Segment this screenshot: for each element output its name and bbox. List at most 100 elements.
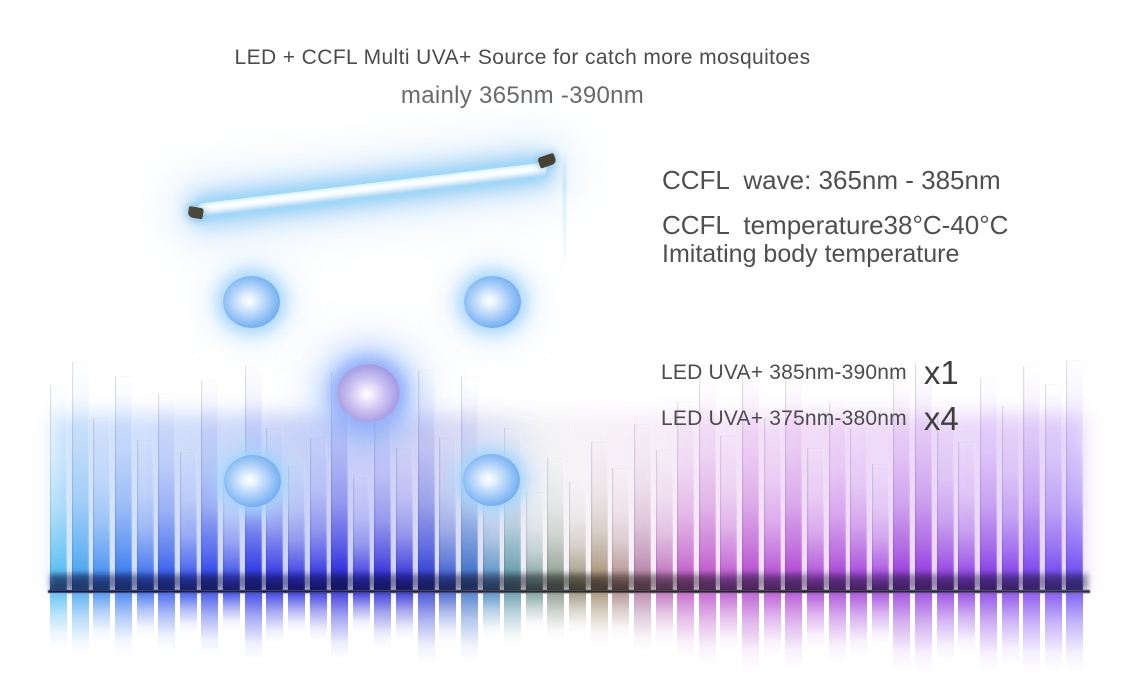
spectrum-bar-reflection (742, 593, 759, 671)
spectrum-bar (352, 478, 370, 590)
spectrum-bar-reflection (677, 593, 695, 659)
spectrum-bar (93, 418, 111, 590)
ccfl-tube-glass (196, 162, 548, 217)
ccfl-temperature-note: Imitating body temperature (662, 240, 960, 268)
headline: LED + CCFL Multi UVA+ Source for catch m… (0, 46, 1045, 110)
spectrum-bar (201, 380, 219, 590)
spectrum-bar (828, 402, 846, 590)
spectrum-bar (1023, 366, 1041, 590)
spectrum-bar-reflection (1001, 593, 1019, 665)
spectrum-bar-reflection (1044, 593, 1062, 672)
spectrum-bar (331, 372, 349, 590)
spectrum-bar-reflection (266, 593, 284, 643)
ccfl-wave-text: CCFL wave: 365nm - 385nm (662, 165, 1001, 195)
spectrum-bar (612, 468, 630, 590)
spectrum-bar-reflection (1023, 593, 1041, 673)
spectrum-bar (136, 440, 154, 590)
spectrum-bar-reflection (504, 593, 522, 648)
spectrum-bar (439, 438, 457, 590)
spectrum-bar-reflection (223, 593, 240, 630)
spectrum-bar-reflection (417, 593, 435, 663)
spectrum-bar-reflection (633, 593, 651, 652)
spectrum-bar-reflection (158, 593, 176, 650)
spectrum-bar (590, 442, 608, 590)
spectrum-bar (979, 378, 997, 590)
spectrum-bar (50, 385, 67, 590)
spectrum-bar (525, 492, 543, 590)
ccfl-tube-electrode-right (537, 152, 557, 169)
spectrum-bar-reflection (785, 593, 803, 669)
spectrum-bar-reflection (590, 593, 608, 646)
spectrum-bar (742, 366, 759, 590)
ccfl-temperature-text: CCFL temperature38°C-40°C (662, 210, 1009, 240)
spectrum-bar-reflection (439, 593, 457, 644)
spectrum-bar-reflection (331, 593, 349, 660)
spectrum-bar (655, 450, 673, 590)
led-count-2: x4 (923, 400, 959, 437)
spectrum-bar (785, 374, 803, 590)
spectrum-bar-reflection (352, 593, 370, 631)
spectrum-bar (1044, 384, 1062, 590)
spectrum-bar-reflection (763, 593, 781, 657)
spectrum-bar-reflection (698, 593, 716, 666)
led-row-1: LED UVA+ 385nm-390nm x1 (661, 350, 959, 396)
spectrum-bar-reflection (179, 593, 197, 634)
led-orb (462, 454, 520, 506)
led-annotation: LED UVA+ 385nm-390nm x1 LED UVA+ 375nm-3… (661, 350, 959, 442)
ccfl-annotation: CCFL wave: 365nm - 385nm CCFL temperatur… (662, 165, 1008, 268)
spectrum-bar (396, 448, 413, 590)
ccfl-tube (187, 152, 557, 220)
spectrum-visualization (48, 352, 1090, 673)
led-label-2: LED UVA+ 375nm-380nm (661, 407, 907, 430)
spectrum-bar (958, 442, 976, 590)
spectrum-bar (547, 458, 565, 590)
spectrum-bar-reflection (396, 593, 413, 640)
spectrum-bar-reflection (460, 593, 478, 662)
led-orb (336, 364, 400, 422)
spectrum-bar-reflection (655, 593, 673, 645)
spectrum-bar-reflection (309, 593, 327, 641)
spectrum-bar-reflection (201, 593, 219, 655)
page-title: LED + CCFL Multi UVA+ Source for catch m… (234, 46, 811, 69)
spectrum-bar (915, 362, 932, 590)
led-orb (223, 455, 281, 507)
tube-glow-streak (563, 150, 566, 268)
spectrum-bar (158, 394, 176, 590)
spectrum-bar (114, 376, 132, 590)
spectrum-bar-reflection (50, 593, 67, 650)
spectrum-bar (266, 428, 284, 590)
spectrum-bar (1066, 360, 1084, 590)
led-count-1: x1 (923, 354, 959, 391)
spectrum-bar-reflection (525, 593, 543, 631)
spectrum-bar-reflection (287, 593, 305, 633)
spectrum-bar (179, 452, 197, 590)
spectrum-bar (71, 362, 89, 590)
spectrum-bar-reflection (850, 593, 868, 656)
spectrum-bar-reflection (915, 593, 932, 673)
ccfl-tube-electrode-left (187, 206, 205, 220)
spectrum-bar-reflection (482, 593, 500, 638)
spectrum-bar-reflection (374, 593, 392, 648)
spectrum-bar-reflection (806, 593, 824, 649)
led-orb (463, 276, 521, 328)
led-row-2: LED UVA+ 375nm-380nm x4 (661, 396, 959, 442)
spectrum-dark-band (50, 574, 1088, 590)
spectrum-bar-reflection (958, 593, 976, 654)
spectrum-bar (850, 428, 868, 590)
led-label-1: LED UVA+ 385nm-390nm (661, 361, 907, 384)
spectrum-bar-reflection (71, 593, 89, 657)
spectrum-bar (287, 466, 305, 590)
spectrum-bar (504, 428, 522, 590)
spectrum-bar-reflection (136, 593, 154, 637)
spectrum-bar-reflection (936, 593, 954, 661)
led-orb (222, 276, 280, 328)
spectrum-bar (698, 378, 716, 590)
spectrum-bar (806, 448, 824, 590)
spectrum-bar-reflection (93, 593, 111, 642)
spectrum-bar (374, 418, 392, 590)
spectrum-baseline (48, 590, 1090, 593)
spectrum-bar (871, 464, 889, 590)
spectrum-bar-reflection (720, 593, 738, 651)
spectrum-bar (720, 436, 738, 590)
